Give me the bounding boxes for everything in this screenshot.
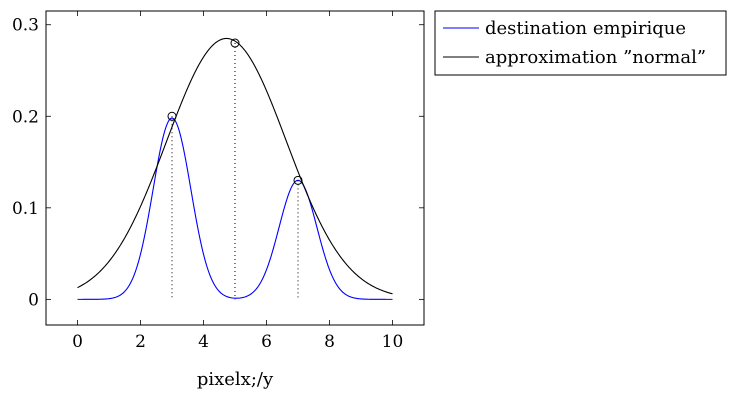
x-tick-label: 4 [198, 332, 209, 352]
x-tick-label: 8 [324, 332, 335, 352]
y-tick-label: 0 [28, 290, 39, 310]
legend-label-2: approximation ”normal” [485, 47, 706, 68]
x-tick-label: 10 [382, 332, 404, 352]
plot-frame [45, 10, 425, 326]
marker-point-1 [167, 111, 177, 121]
legend: destination empirique approximation ”norm… [434, 10, 727, 76]
y-tick-label: 0.2 [12, 107, 39, 127]
legend-label-1: destination empirique [485, 18, 686, 39]
y-tick-label: 0.1 [12, 199, 39, 219]
legend-box [434, 10, 727, 76]
marker-point-3 [293, 175, 303, 185]
x-tick-label: 2 [135, 332, 146, 352]
x-axis-title: pixelx;/y [197, 369, 274, 390]
series-line-2 [77, 37, 393, 295]
x-tick-label: 6 [261, 332, 272, 352]
marker-point-2 [230, 38, 240, 48]
x-tick-label: 0 [72, 332, 83, 352]
series-line-1 [77, 117, 393, 300]
plot-area: 0 2 4 6 8 10 0 0.1 0.2 0.3 [12, 10, 425, 352]
y-tick-label: 0.3 [12, 16, 39, 36]
